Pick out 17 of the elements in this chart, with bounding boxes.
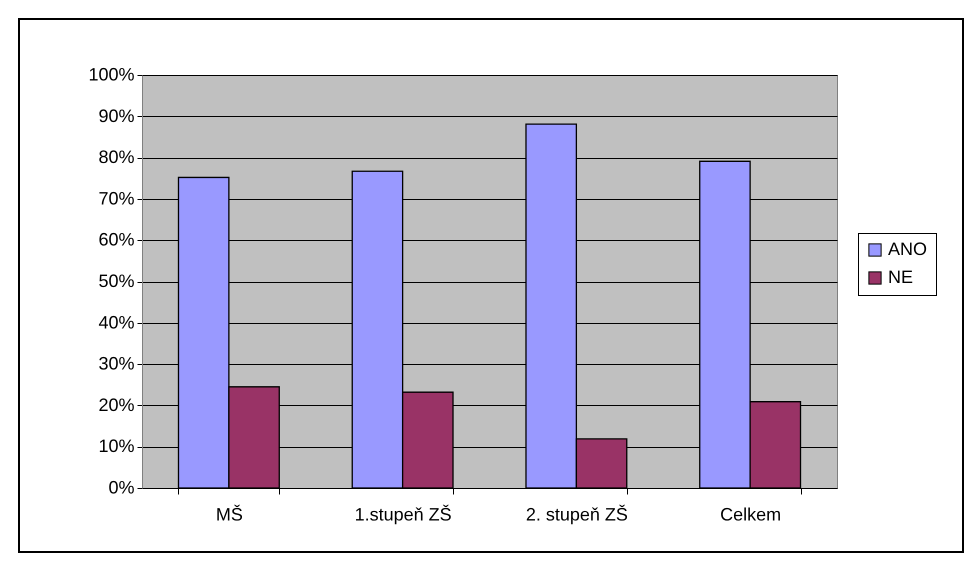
y-tick-label: 80% (98, 147, 134, 168)
y-tick-label: 70% (98, 188, 134, 208)
legend-label: ANO (888, 239, 928, 259)
y-tick-label: 60% (98, 230, 134, 250)
x-tick-label: 1.stupeň ZŠ (354, 504, 452, 524)
y-tick-label: 20% (98, 394, 134, 415)
y-tick-label: 40% (98, 312, 134, 332)
y-tick-label: 90% (98, 106, 134, 126)
y-tick-label: 50% (98, 271, 134, 291)
x-tick-label: 2. stupeň ZŠ (526, 504, 628, 524)
x-tick-label: MŠ (216, 504, 243, 524)
legend-label: NE (888, 267, 914, 287)
y-tick-label: 0% (108, 478, 134, 498)
x-tick-label: Celkem (720, 504, 782, 524)
y-tick-label: 30% (98, 354, 134, 374)
y-tick-label: 10% (98, 436, 134, 456)
y-tick-label: 100% (88, 64, 134, 84)
